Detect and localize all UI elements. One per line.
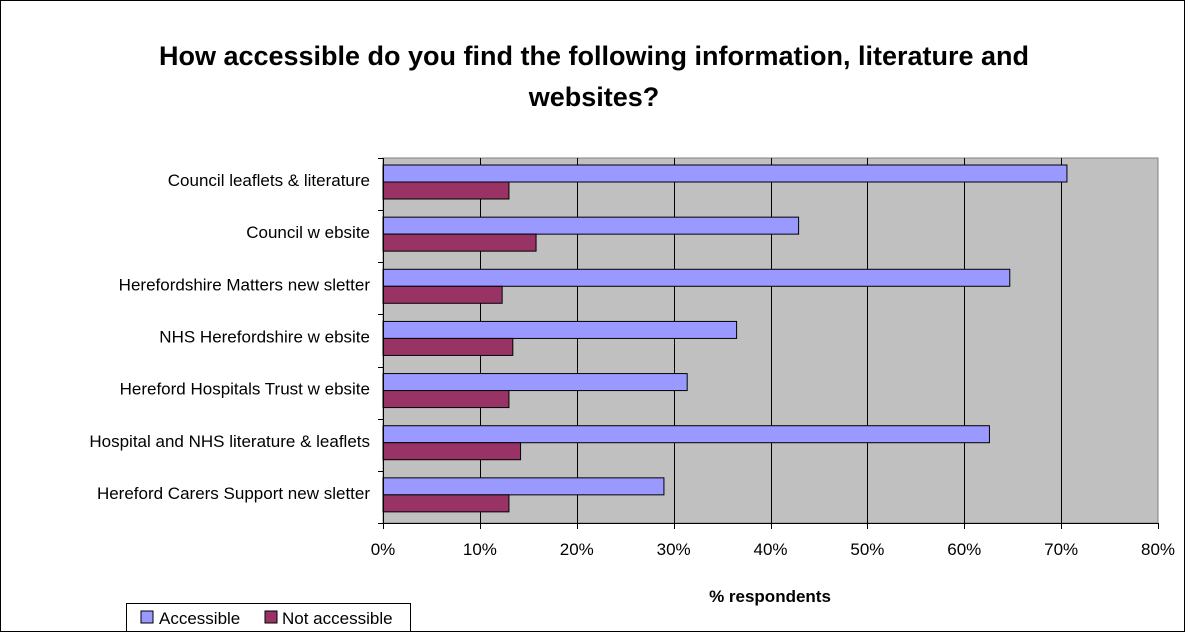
x-tick-label: 0% (371, 540, 396, 559)
category-label: Council leaflets & literature (168, 171, 370, 190)
bar-not-accessible-hereford-carers-support-new-sletter (382, 494, 510, 513)
x-tick-label: 20% (560, 540, 594, 559)
x-tick-label: 50% (850, 540, 884, 559)
bars (382, 164, 1068, 513)
category-label: Council w ebsite (246, 223, 370, 242)
x-tick-label: 40% (753, 540, 787, 559)
bar-accessible-hereford-carers-support-new-sletter (382, 477, 665, 496)
x-tick-label: 70% (1044, 540, 1078, 559)
bar-accessible-herefordshire-matters-new-sletter (382, 268, 1011, 287)
bar-accessible-council-leaflets-literature (382, 164, 1068, 183)
bar-not-accessible-council-w-ebsite (382, 233, 537, 252)
category-label: NHS Herefordshire w ebsite (159, 328, 370, 347)
bar-not-accessible-hospital-and-nhs-literature-leaflets (382, 442, 522, 461)
legend-swatch-not-accessible (264, 610, 278, 624)
bar-accessible-council-w-ebsite (382, 216, 800, 235)
bar-not-accessible-herefordshire-matters-new-sletter (382, 285, 503, 304)
category-label: Hospital and NHS literature & leaflets (89, 432, 370, 451)
category-label: Herefordshire Matters new sletter (119, 275, 371, 294)
category-label: Hereford Carers Support new sletter (97, 484, 370, 503)
legend-swatch-accessible (140, 610, 154, 624)
bar-accessible-hospital-and-nhs-literature-leaflets (382, 425, 990, 444)
tick-labels: 0% 10% 20% 30% 40% 50% 60% 70% 80% (371, 540, 1175, 559)
legend-label-accessible: Accessible (159, 609, 240, 628)
axes (378, 158, 1159, 529)
bar-accessible-nhs-herefordshire-w-ebsite (382, 320, 738, 339)
category-label: Hereford Hospitals Trust w ebsite (120, 380, 370, 399)
bar-accessible-hereford-hospitals-trust-w-ebsite (382, 373, 688, 392)
x-tick-label: 30% (657, 540, 691, 559)
legend: Accessible Not accessible (126, 603, 411, 632)
bar-not-accessible-nhs-herefordshire-w-ebsite (382, 337, 514, 356)
chart-title-line-1: How accessible do you find the following… (159, 41, 1029, 71)
x-axis-title: % respondents (709, 587, 831, 606)
bar-not-accessible-council-leaflets-literature (382, 181, 510, 200)
x-tick-label: 60% (947, 540, 981, 559)
category-labels: Council leaflets & literature Council w e… (89, 171, 370, 503)
x-tick-label: 10% (463, 540, 497, 559)
chart-title-line-2: websites? (528, 82, 660, 112)
legend-label-not-accessible: Not accessible (282, 609, 393, 628)
x-tick-label: 80% (1141, 540, 1175, 559)
bar-not-accessible-hereford-hospitals-trust-w-ebsite (382, 390, 510, 409)
